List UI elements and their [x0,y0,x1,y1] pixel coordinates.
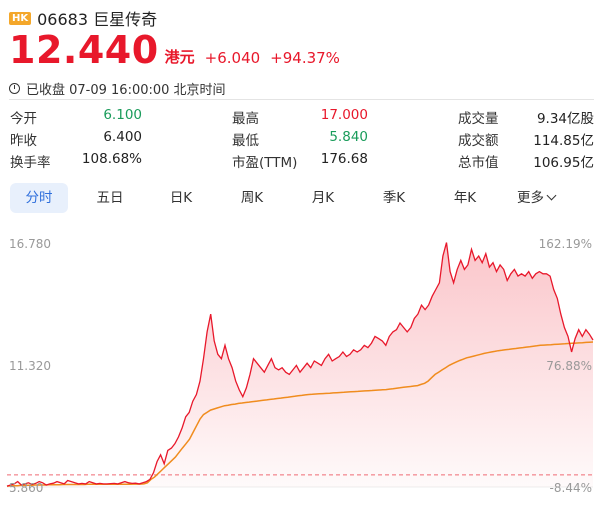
y-tick-right-top: 162.19% [539,237,592,251]
tab-more-label: 更多 [517,190,544,206]
stat-value-prev-close: 6.400 [103,129,142,145]
stock-header: HK 06683 巨星传奇 [9,6,157,30]
price-change: +6.040 [204,49,261,67]
divider [9,99,594,100]
stats-grid: 今开 6.100 最高 17.000 成交量 9.34亿股 昨收 6.400 最低 5.8… [10,106,594,172]
stat-label-low: 最低 [232,133,259,149]
stat-value-volume: 9.34亿股 [536,111,594,127]
stat-value-turnover-rate: 108.68% [81,151,142,167]
market-badge: HK [9,11,32,25]
stat-value-market-cap: 106.95亿 [533,155,594,171]
stats-row: 昨收 6.400 最低 5.840 成交额 114.85亿 [10,128,594,150]
price-area-fill [7,242,593,487]
stat-label-market-cap: 总市值 [458,155,499,171]
currency-label: 港元 [164,48,195,66]
stat-label-high: 最高 [232,111,259,127]
y-tick-left-top: 16.780 [9,237,51,251]
stats-row: 今开 6.100 最高 17.000 成交量 9.34亿股 [10,106,594,128]
clock-icon [9,83,20,94]
series-price-line [6,242,594,487]
last-price: 12.440 [9,28,159,72]
stat-label-open: 今开 [10,111,37,127]
stock-code-name: 06683 巨星传奇 [37,10,158,29]
tab-weekly-k[interactable]: 周K [240,190,264,206]
tab-intraday[interactable]: 分时 [10,183,68,213]
chevron-down-icon [546,190,557,201]
quote-row: 12.440 港元 +6.040 +94.37% [9,30,340,70]
tab-monthly-k[interactable]: 月K [311,190,335,206]
stat-value-low: 5.840 [329,129,368,145]
stat-value-turnover: 114.85亿 [533,133,594,149]
market-status-text: 已收盘 07-09 16:00:00 北京时间 [26,83,226,98]
tab-yearly-k[interactable]: 年K [453,190,477,206]
stat-label-turnover: 成交额 [458,133,499,149]
tab-more[interactable]: 更多 [507,183,565,213]
y-tick-left-mid: 11.320 [9,359,51,373]
stat-value-open: 6.100 [103,107,142,123]
market-status: 已收盘 07-09 16:00:00 北京时间 [9,79,226,98]
stat-label-prev-close: 昨收 [10,133,37,149]
stat-label-turnover-rate: 换手率 [10,155,51,171]
y-tick-right-mid: 76.88% [546,359,592,373]
y-tick-left-bottom: 5.860 [9,481,43,495]
chart-tabs: 分时 五日 日K 周K 月K 季K 年K 更多 [10,183,578,213]
stats-row: 换手率 108.68% 市盈(TTM) 176.68 总市值 106.95亿 [10,150,594,172]
intraday-chart[interactable]: 16.780 11.320 5.860 162.19% 76.88% -8.44… [0,222,600,511]
stat-value-high: 17.000 [320,107,368,123]
tab-quarterly-k[interactable]: 季K [382,190,406,206]
tab-daily-k[interactable]: 日K [169,190,193,206]
y-tick-right-bottom: -8.44% [550,481,592,495]
stat-value-pe: 176.68 [320,151,368,167]
price-change-pct: +94.37% [270,49,340,67]
stat-label-volume: 成交量 [458,111,499,127]
stat-label-pe: 市盈(TTM) [232,155,298,171]
tab-5day[interactable]: 五日 [96,190,124,206]
